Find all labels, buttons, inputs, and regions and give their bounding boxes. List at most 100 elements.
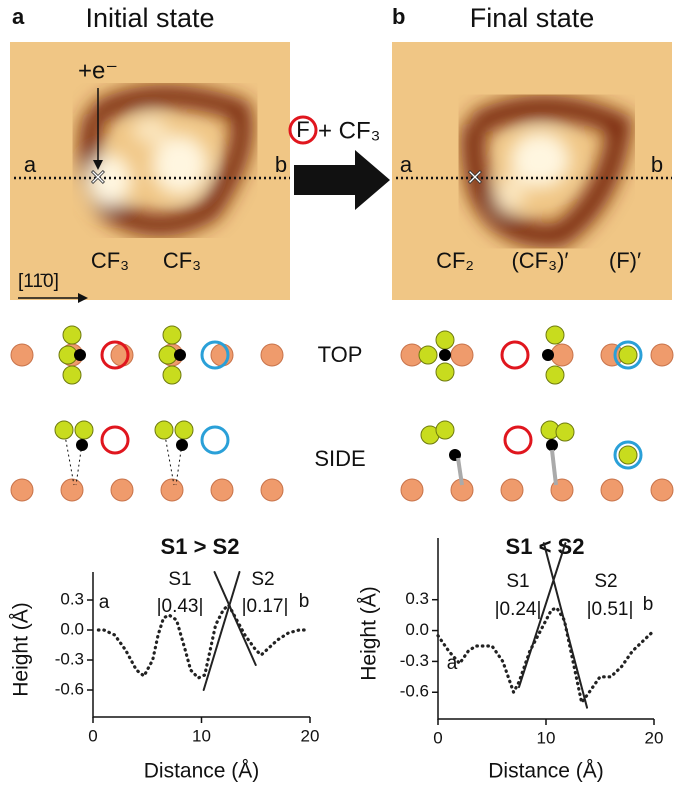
chart-title: S1 > S2 bbox=[161, 534, 240, 559]
annotation: S1 bbox=[506, 571, 529, 592]
view-label: TOP bbox=[318, 342, 363, 367]
c-atom bbox=[174, 349, 186, 361]
panel-letter: b bbox=[392, 4, 405, 29]
y-tick-label: 0.0 bbox=[405, 620, 429, 639]
cross-mark: ✕ bbox=[89, 165, 107, 190]
bond bbox=[63, 429, 85, 486]
reaction-label: + CF₃ bbox=[318, 117, 380, 144]
bond bbox=[456, 457, 464, 486]
arrowhead bbox=[93, 160, 103, 170]
f-atom bbox=[162, 325, 182, 345]
f-atom bbox=[618, 445, 638, 465]
f-atom bbox=[54, 420, 74, 440]
cu-atom bbox=[210, 343, 234, 367]
end-label: b bbox=[275, 152, 287, 177]
x-tick-label: 10 bbox=[192, 726, 211, 745]
f-atom bbox=[545, 365, 565, 385]
view-label: SIDE bbox=[314, 446, 365, 471]
slope-line bbox=[518, 542, 567, 689]
reaction-atom: F bbox=[296, 117, 309, 142]
annotation: b bbox=[643, 594, 654, 615]
y-tick-label: -0.3 bbox=[55, 649, 84, 668]
annotation: b bbox=[299, 591, 310, 612]
end-label: b bbox=[651, 152, 663, 177]
y-tick-label: -0.3 bbox=[400, 651, 429, 670]
molecule-label: (F)′ bbox=[609, 248, 641, 273]
f-atom bbox=[162, 365, 182, 385]
profile-line bbox=[436, 605, 654, 707]
annotation: a bbox=[447, 653, 458, 674]
c-atom bbox=[542, 349, 554, 361]
annotation: S2 bbox=[594, 571, 617, 592]
f-atom bbox=[154, 420, 174, 440]
marker-ring bbox=[613, 440, 643, 470]
slope-line bbox=[542, 542, 589, 709]
circle bbox=[288, 115, 318, 145]
molecule-label: CF₃ bbox=[163, 248, 201, 273]
marker-ring bbox=[503, 425, 533, 455]
marker-ring bbox=[100, 425, 130, 455]
f-atom bbox=[545, 325, 565, 345]
cu-atom bbox=[500, 478, 524, 502]
atomic-models bbox=[10, 325, 674, 502]
x-axis-label: Distance (Å) bbox=[488, 760, 604, 783]
annotation: |0.17| bbox=[242, 596, 289, 617]
y-tick-label: 0.3 bbox=[60, 589, 84, 608]
f-atom bbox=[618, 345, 638, 365]
axes bbox=[437, 538, 654, 720]
y-axis-label: Height (Å) bbox=[358, 586, 381, 681]
annotation: |0.43| bbox=[157, 596, 204, 617]
end-label: a bbox=[24, 152, 37, 177]
f-atom bbox=[62, 325, 82, 345]
c-atom bbox=[76, 439, 88, 451]
f-atom bbox=[435, 362, 455, 382]
arrowhead bbox=[78, 293, 88, 303]
molecule-label: CF₃ bbox=[91, 248, 129, 273]
annotation: |0.24| bbox=[495, 599, 542, 620]
cu-atom bbox=[650, 343, 674, 367]
cross-mark: ✕ bbox=[466, 165, 484, 190]
x-axis-label: Distance (Å) bbox=[144, 760, 260, 783]
cu-atom bbox=[650, 478, 674, 502]
f-atom bbox=[555, 422, 575, 442]
panel-title: Final state bbox=[470, 3, 595, 33]
y-tick-label: 0.3 bbox=[405, 589, 429, 608]
cu-atom bbox=[400, 478, 424, 502]
x-tick-label: 20 bbox=[645, 728, 664, 747]
c-atom bbox=[546, 439, 558, 451]
molecule-label: CF₂ bbox=[436, 248, 474, 273]
stm-image bbox=[10, 42, 290, 300]
cu-atom bbox=[450, 343, 474, 367]
bond bbox=[163, 429, 185, 486]
y-axis-label: Height (Å) bbox=[10, 602, 33, 697]
y-tick-label: -0.6 bbox=[55, 679, 84, 698]
panel-title: Initial state bbox=[85, 3, 214, 33]
marker-ring bbox=[100, 340, 130, 370]
c-atom bbox=[176, 439, 188, 451]
y-tick-label: -0.6 bbox=[400, 682, 429, 701]
stm-image bbox=[392, 42, 672, 300]
c-atom bbox=[74, 349, 86, 361]
cu-atom bbox=[110, 343, 134, 367]
annotation: |0.51| bbox=[587, 599, 634, 620]
annotation: S1 bbox=[168, 569, 191, 590]
y-tick-label: 0.0 bbox=[60, 619, 84, 638]
marker-ring bbox=[613, 340, 643, 370]
f-atom bbox=[62, 365, 82, 385]
cu-atom bbox=[260, 478, 284, 502]
f-atom bbox=[418, 345, 438, 365]
marker-ring bbox=[200, 340, 230, 370]
cu-atom bbox=[550, 343, 574, 367]
f-atom bbox=[174, 420, 194, 440]
cu-atom bbox=[260, 343, 284, 367]
slope-line bbox=[213, 571, 257, 666]
cu-atom bbox=[110, 478, 134, 502]
marker-ring bbox=[200, 425, 230, 455]
reaction-arrow bbox=[294, 150, 390, 210]
x-tick-label: 20 bbox=[301, 726, 320, 745]
axes bbox=[92, 572, 310, 718]
x-tick-label: 10 bbox=[537, 728, 556, 747]
end-label: a bbox=[400, 152, 413, 177]
cu-atom bbox=[10, 478, 34, 502]
